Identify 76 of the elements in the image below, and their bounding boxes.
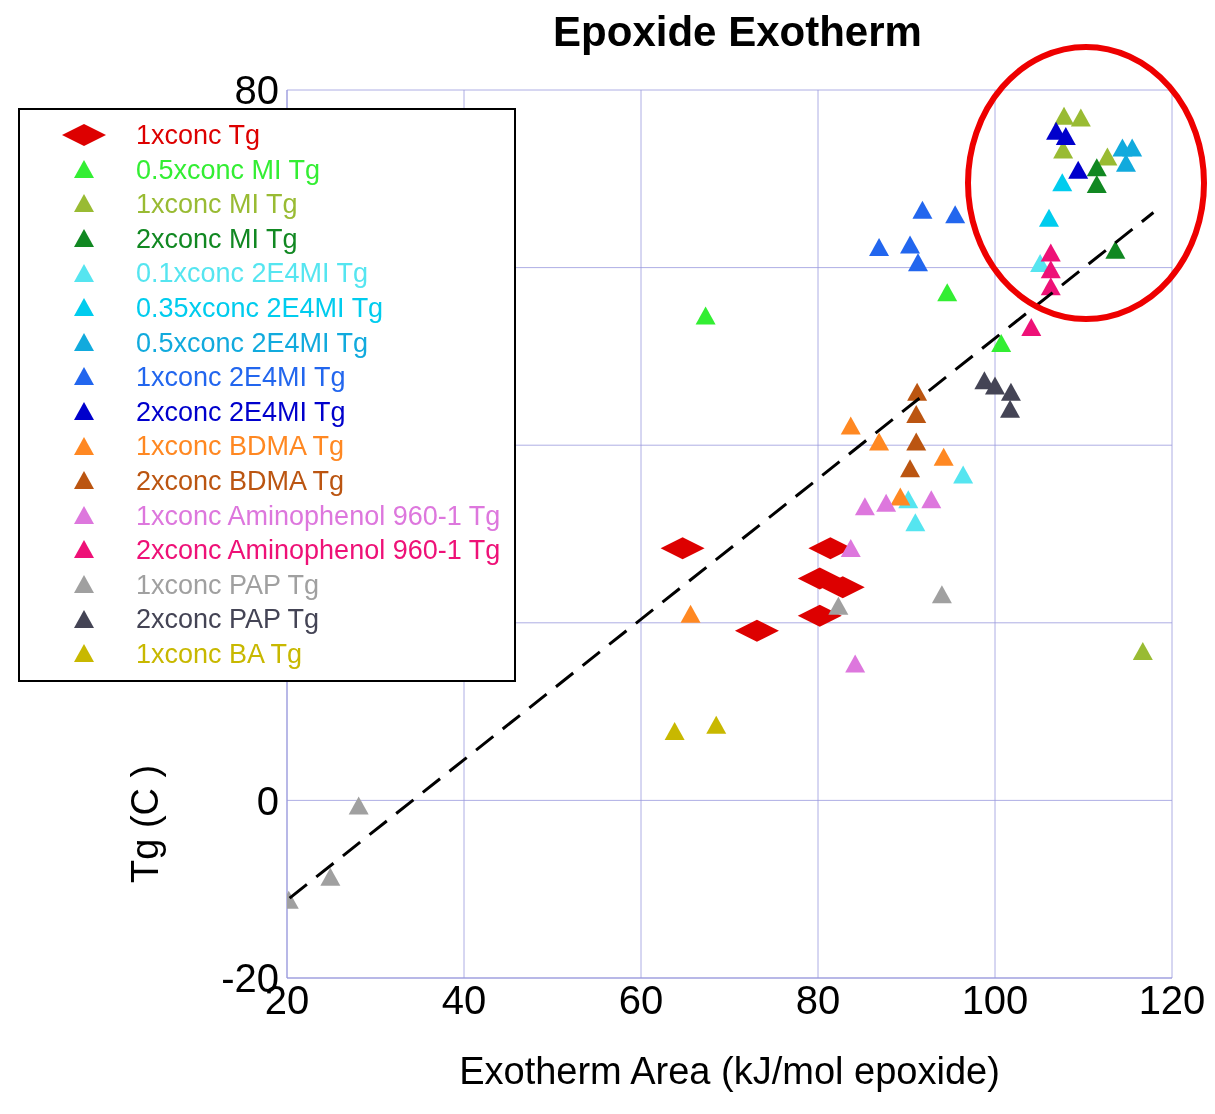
legend-label: 2xconc PAP Tg <box>136 603 320 637</box>
point <box>1097 147 1118 166</box>
point <box>1122 138 1143 157</box>
point <box>706 715 727 734</box>
point <box>1068 160 1089 179</box>
point <box>876 493 897 512</box>
point <box>840 416 861 435</box>
point <box>1052 173 1073 192</box>
x-tick-label: 40 <box>441 978 487 1023</box>
legend-label: 1xconc BA Tg <box>136 637 303 671</box>
point <box>1086 175 1107 194</box>
point <box>695 306 716 325</box>
point <box>1040 243 1061 262</box>
point <box>869 238 890 257</box>
point <box>1055 127 1076 146</box>
legend-label: 1xconc MI Tg <box>136 188 298 222</box>
point <box>907 382 928 401</box>
point <box>1040 277 1061 296</box>
legend-label: 1xconc 2E4MI Tg <box>136 361 346 395</box>
point <box>854 497 875 516</box>
legend-label: 1xconc BDMA Tg <box>136 430 345 464</box>
y-tick-label: 0 <box>256 778 279 823</box>
x-tick-label: 80 <box>795 978 841 1023</box>
x-tick-label: 100 <box>961 978 1029 1023</box>
point <box>953 465 974 484</box>
point <box>1070 108 1091 127</box>
point <box>869 432 890 451</box>
point <box>931 585 952 604</box>
point <box>1086 158 1107 177</box>
point <box>933 447 954 466</box>
legend-label: 2xconc BDMA Tg <box>136 464 345 498</box>
point <box>985 376 1005 395</box>
point <box>1040 260 1061 279</box>
point <box>890 487 911 506</box>
point <box>1000 382 1021 401</box>
point <box>1000 399 1021 418</box>
point <box>905 513 926 532</box>
point <box>845 654 866 673</box>
point <box>828 596 849 615</box>
point <box>1038 208 1059 227</box>
legend-label: 2xconc 2E4MI Tg <box>136 395 346 429</box>
legend-label: 0.5xconc MI Tg <box>136 153 321 187</box>
legend-label: 2xconc Aminophenol 960-1 Tg <box>136 534 501 568</box>
legend-label: 2xconc MI Tg <box>136 222 298 256</box>
x-tick-label: 120 <box>1138 978 1206 1023</box>
legend-label: 0.5xconc 2E4MI Tg <box>136 326 369 360</box>
legend-label: 0.35xconc 2E4MI Tg <box>136 291 384 325</box>
y-axis-title: Tg (C ) <box>124 764 166 883</box>
y-tick-label: 80 <box>234 68 279 113</box>
point <box>991 333 1012 352</box>
legend-label: 1xconc Tg <box>136 119 261 152</box>
legend-label: 0.1xconc 2E4MI Tg <box>136 257 369 291</box>
point <box>900 235 921 254</box>
point <box>908 253 929 272</box>
point <box>1105 240 1126 259</box>
point <box>320 867 341 886</box>
point <box>840 539 861 558</box>
point <box>937 283 958 302</box>
point <box>912 200 933 219</box>
point <box>900 459 921 478</box>
point <box>906 405 927 424</box>
legend-label: 1xconc Aminophenol 960-1 Tg <box>136 499 501 533</box>
point <box>1132 642 1153 661</box>
chart-title: Epoxide Exotherm <box>552 8 923 56</box>
point <box>664 722 685 741</box>
point <box>1115 153 1136 172</box>
point <box>945 205 966 224</box>
point <box>680 604 701 623</box>
legend-label: 1xconc PAP Tg <box>136 568 320 602</box>
x-axis-title: Exotherm Area (kJ/mol epoxide) <box>459 1050 1000 1092</box>
point <box>1054 106 1075 125</box>
point <box>906 432 927 451</box>
point <box>348 796 369 815</box>
point <box>1021 317 1042 336</box>
point <box>921 490 942 509</box>
x-tick-label: 60 <box>618 978 664 1023</box>
